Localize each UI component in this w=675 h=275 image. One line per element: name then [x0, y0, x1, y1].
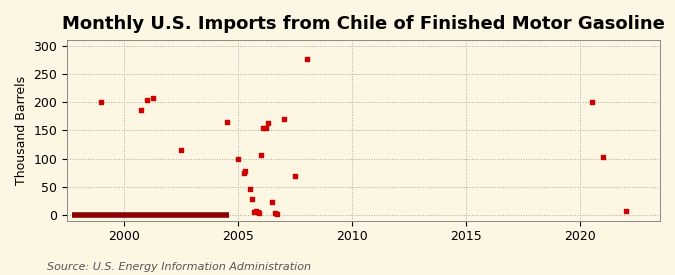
Point [176, 148, 186, 152]
Point [258, 126, 269, 130]
Point [252, 210, 263, 214]
Point [248, 210, 259, 214]
Point [278, 116, 289, 121]
Point [586, 100, 597, 104]
Point [147, 95, 158, 100]
Point [597, 155, 608, 159]
Point [271, 212, 282, 216]
Point [256, 153, 267, 157]
Point [240, 169, 250, 173]
Point [233, 157, 244, 161]
Point [263, 121, 273, 125]
Point [267, 199, 278, 204]
Y-axis label: Thousand Barrels: Thousand Barrels [15, 76, 28, 185]
Text: Source: U.S. Energy Information Administration: Source: U.S. Energy Information Administ… [47, 262, 311, 272]
Point [269, 211, 280, 216]
Point [96, 100, 107, 104]
Point [620, 208, 631, 213]
Point [244, 187, 255, 191]
Point [238, 170, 249, 175]
Point [136, 108, 146, 112]
Point [260, 125, 271, 130]
Point [290, 174, 300, 178]
Title: Monthly U.S. Imports from Chile of Finished Motor Gasoline: Monthly U.S. Imports from Chile of Finis… [62, 15, 665, 33]
Point [301, 57, 312, 61]
Point [246, 197, 257, 201]
Point [251, 208, 262, 213]
Point [142, 98, 153, 102]
Point [221, 120, 232, 124]
Point [253, 211, 264, 215]
